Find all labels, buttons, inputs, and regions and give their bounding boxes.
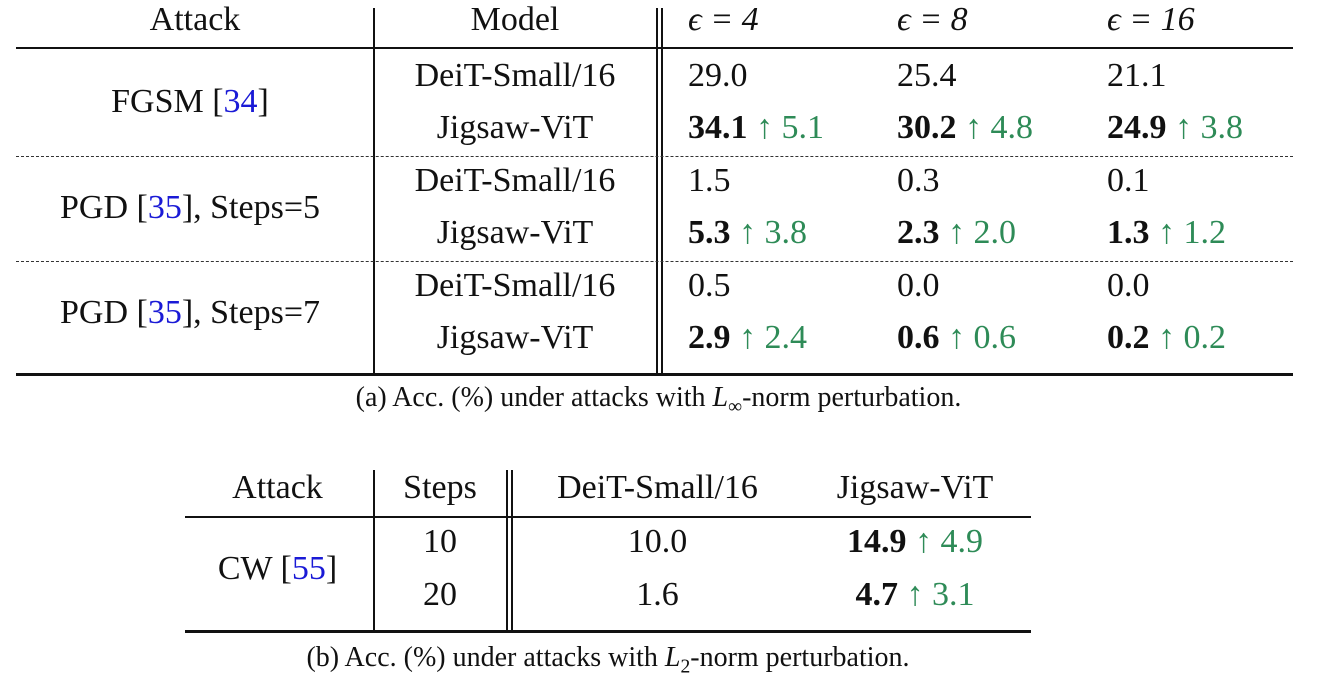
header-model: Model [470,1,560,38]
attack-cw: CW [55] [217,550,338,587]
header-attack: Attack [232,469,323,506]
value-cell: 0.3 [897,162,940,199]
model-deit: DeiT-Small/16 [414,57,616,94]
value-cell-improved: 1.3 ↑ 1.2 [1107,214,1226,251]
gain-label: ↑ 2.4 [739,319,807,356]
header-jigsaw: Jigsaw-ViT [836,469,994,506]
table-a-caption: (a) Acc. (%) under attacks with L∞-norm … [355,382,962,418]
header-rule [16,47,1293,49]
value-cell: 0.5 [688,267,731,304]
gain-label: ↑ 4.9 [915,523,983,560]
value-cell: 10.0 [627,523,688,560]
col-rule-double-2 [511,470,513,630]
value-cell: 0.0 [1107,267,1150,304]
gain-label: ↑ 0.6 [948,319,1016,356]
value-cell-improved: 14.9 ↑ 4.9 [847,523,983,560]
col-rule-attack [373,8,375,374]
col-rule-double-1 [506,470,508,630]
model-deit: DeiT-Small/16 [414,267,616,304]
value-cell-improved: 0.6 ↑ 0.6 [897,319,1016,356]
gain-label: ↑ 1.2 [1158,214,1226,251]
value-cell-improved: 30.2 ↑ 4.8 [897,109,1033,146]
header-steps: Steps [403,469,477,506]
gain-label: ↑ 3.8 [739,214,807,251]
value-cell-improved: 0.2 ↑ 0.2 [1107,319,1226,356]
header-deit: DeiT-Small/16 [557,469,758,506]
value-cell: 25.4 [897,57,957,94]
gain-label: ↑ 3.8 [1175,109,1243,146]
col-rule-attack [373,470,375,630]
model-deit: DeiT-Small/16 [414,162,616,199]
table-b-caption: (b) Acc. (%) under attacks with L2-norm … [306,642,910,678]
gain-label: ↑ 5.1 [756,109,824,146]
value-cell: 1.5 [688,162,731,199]
gain-label: ↑ 4.8 [965,109,1033,146]
value-cell-improved: 24.9 ↑ 3.8 [1107,109,1243,146]
steps-cell: 20 [423,576,457,613]
model-jigsaw: Jigsaw-ViT [436,214,594,251]
group-divider [16,156,1293,157]
gain-label: ↑ 0.2 [1158,319,1226,356]
value-cell: 21.1 [1107,57,1167,94]
model-jigsaw: Jigsaw-ViT [436,319,594,356]
bottom-rule [16,373,1293,376]
value-cell-improved: 2.3 ↑ 2.0 [897,214,1016,251]
header-eps-8: ϵ = 8 [897,1,968,38]
attack-pgd-5: PGD [35], Steps=5 [59,189,321,226]
value-cell: 29.0 [688,57,748,94]
group-divider [16,261,1293,262]
header-eps-16: ϵ = 16 [1107,1,1195,38]
gain-label: ↑ 3.1 [906,576,975,613]
bottom-rule [185,630,1031,633]
attack-fgsm: FGSM [34] [111,83,269,120]
gain-label: ↑ 2.0 [948,214,1016,251]
value-cell: 1.6 [636,576,679,613]
value-cell-improved: 34.1 ↑ 5.1 [688,109,824,146]
model-jigsaw: Jigsaw-ViT [436,109,594,146]
value-cell: 0.0 [897,267,940,304]
header-rule [185,516,1031,518]
value-cell: 0.1 [1107,162,1150,199]
col-rule-double-1 [656,8,658,374]
col-rule-double-2 [661,8,663,374]
steps-cell: 10 [423,523,457,560]
value-cell-improved: 4.7 ↑ 3.1 [855,576,975,613]
value-cell-improved: 2.9 ↑ 2.4 [688,319,807,356]
value-cell-improved: 5.3 ↑ 3.8 [688,214,807,251]
header-attack: Attack [149,1,241,38]
attack-pgd-7: PGD [35], Steps=7 [59,294,321,331]
header-eps-4: ϵ = 4 [688,1,759,38]
